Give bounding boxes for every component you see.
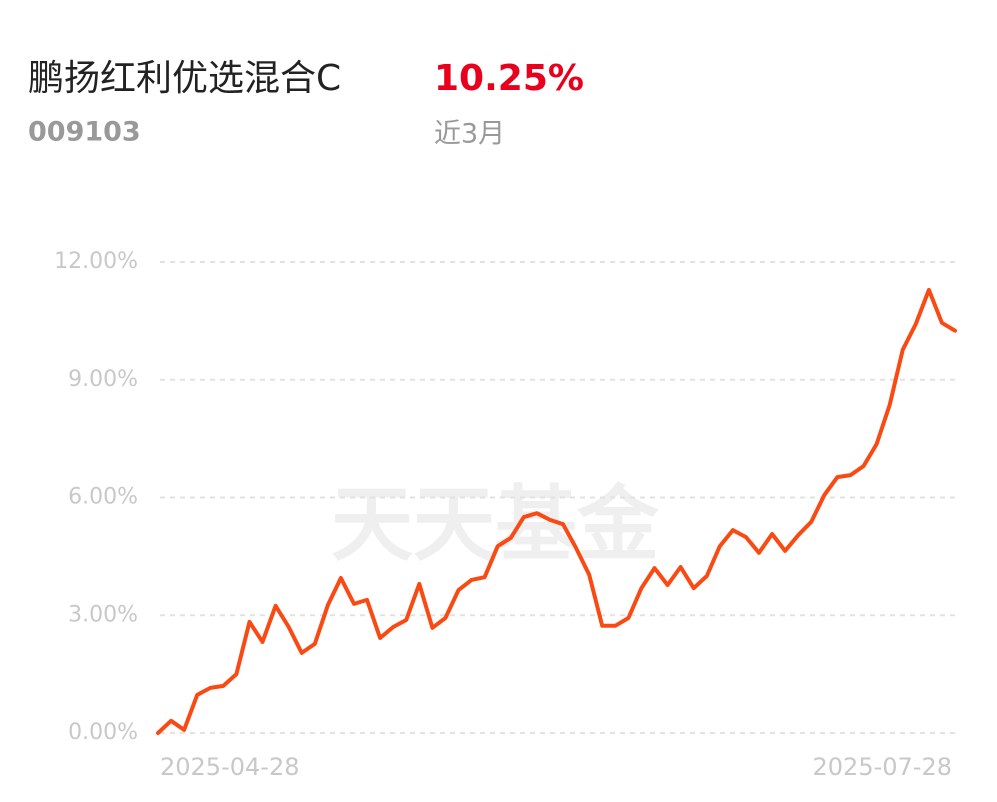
y-tick-label: 6.00% [68, 485, 138, 510]
period: 近3月 [434, 119, 505, 150]
x-tick-label: 2025-04-28 [160, 753, 299, 781]
x-tick-label: 2025-07-28 [813, 753, 952, 781]
y-tick-label: 12.00% [54, 249, 138, 274]
y-tick-label: 9.00% [68, 367, 138, 392]
y-tick-label: 3.00% [68, 602, 138, 627]
line-series [156, 287, 957, 735]
return-label: 10.25% [434, 58, 584, 99]
y-tick-label: 0.00% [68, 720, 138, 745]
fund-code: 009103 [28, 117, 141, 148]
chart-title: 鹏扬红利优选混合C [28, 58, 341, 99]
watermark: 天天基金 [331, 477, 660, 572]
